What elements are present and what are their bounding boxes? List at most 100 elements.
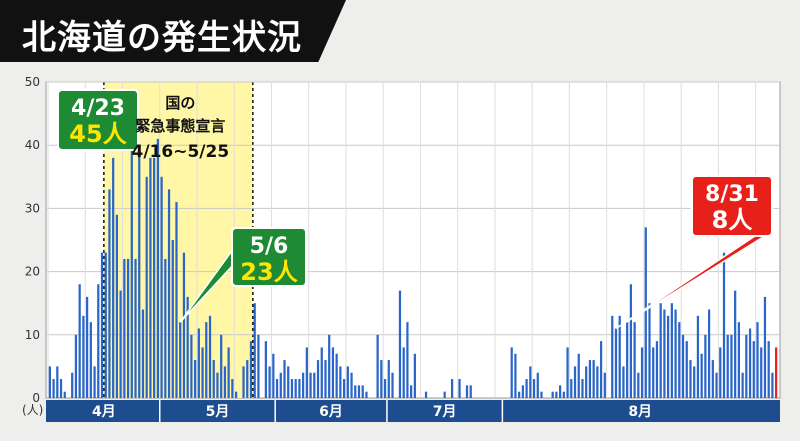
bar bbox=[402, 347, 405, 398]
bar bbox=[689, 360, 692, 398]
bar bbox=[138, 151, 141, 398]
bar bbox=[212, 360, 215, 398]
bar bbox=[298, 379, 301, 398]
bar bbox=[458, 379, 461, 398]
bar bbox=[283, 360, 286, 398]
bar bbox=[562, 391, 565, 398]
bar bbox=[603, 372, 606, 398]
bar bbox=[272, 353, 275, 398]
bar bbox=[164, 258, 167, 398]
bar bbox=[171, 240, 174, 398]
bar bbox=[63, 391, 66, 398]
bar bbox=[748, 328, 752, 398]
bar bbox=[160, 176, 163, 398]
bar bbox=[324, 360, 327, 398]
y-tick-label: 0 bbox=[32, 391, 40, 405]
bar bbox=[726, 334, 729, 398]
bar bbox=[290, 379, 294, 398]
bar bbox=[667, 315, 670, 398]
bar bbox=[640, 347, 644, 398]
bar bbox=[74, 334, 78, 398]
bar bbox=[715, 372, 718, 398]
bar bbox=[670, 303, 673, 398]
callout-box bbox=[231, 227, 307, 287]
bar bbox=[410, 385, 413, 398]
bar bbox=[134, 258, 137, 398]
bar bbox=[614, 328, 618, 398]
bar bbox=[573, 366, 577, 398]
callout-date: 8/31 bbox=[705, 182, 759, 207]
bar bbox=[745, 334, 748, 398]
y-axis-unit: (人) bbox=[22, 403, 43, 417]
bar bbox=[361, 385, 364, 398]
period-range: 4/16~5/25 bbox=[132, 142, 230, 162]
bar bbox=[56, 366, 59, 398]
bar bbox=[115, 214, 119, 398]
month-label: 4月 bbox=[92, 404, 116, 420]
bar bbox=[678, 322, 681, 398]
bar bbox=[93, 366, 96, 398]
page-title: 北海道の発生状況 bbox=[22, 18, 302, 58]
bar bbox=[380, 360, 383, 398]
period-label-line1: 国の bbox=[165, 94, 195, 112]
bar bbox=[331, 347, 335, 398]
bar bbox=[112, 157, 115, 398]
bar bbox=[287, 366, 290, 398]
bar bbox=[387, 360, 390, 398]
bar bbox=[674, 309, 677, 398]
bar bbox=[763, 296, 767, 398]
month-label: 7月 bbox=[433, 404, 457, 420]
bar bbox=[540, 391, 543, 398]
bar bbox=[186, 296, 189, 398]
bar bbox=[722, 252, 726, 398]
bar bbox=[205, 322, 208, 398]
bar bbox=[734, 290, 737, 398]
callout-date: 4/23 bbox=[71, 96, 125, 121]
bar bbox=[599, 341, 603, 398]
bar bbox=[167, 189, 171, 398]
bar bbox=[279, 372, 282, 398]
bar bbox=[629, 284, 632, 398]
month-band bbox=[46, 400, 780, 422]
bar bbox=[592, 360, 595, 398]
bar bbox=[234, 391, 238, 398]
bar bbox=[216, 372, 219, 398]
bar bbox=[179, 322, 182, 398]
bar bbox=[156, 138, 159, 398]
bar bbox=[760, 347, 763, 398]
bar bbox=[275, 379, 279, 398]
bar bbox=[350, 372, 353, 398]
bar bbox=[518, 391, 521, 398]
bar bbox=[59, 379, 63, 398]
bar bbox=[231, 379, 234, 398]
bar bbox=[313, 372, 316, 398]
bar bbox=[659, 303, 662, 398]
bar bbox=[696, 315, 700, 398]
bar bbox=[637, 372, 640, 398]
bar bbox=[633, 322, 636, 398]
bar bbox=[566, 347, 569, 398]
bar bbox=[618, 315, 621, 398]
bar bbox=[655, 341, 659, 398]
bar bbox=[71, 372, 74, 398]
bar bbox=[700, 353, 703, 398]
bar bbox=[242, 366, 245, 398]
bar bbox=[771, 372, 774, 398]
bar bbox=[119, 290, 122, 398]
bar bbox=[767, 341, 770, 398]
bar bbox=[194, 360, 197, 398]
bar bbox=[376, 334, 379, 398]
bar bbox=[443, 391, 446, 398]
bar bbox=[577, 353, 580, 398]
bar bbox=[220, 334, 223, 398]
bar bbox=[227, 347, 230, 398]
bar bbox=[104, 252, 107, 398]
bar bbox=[551, 391, 554, 398]
y-tick-label: 20 bbox=[25, 265, 40, 279]
bar bbox=[335, 353, 338, 398]
bar bbox=[316, 360, 320, 398]
bar bbox=[756, 322, 759, 398]
bar bbox=[730, 334, 733, 398]
bar bbox=[149, 157, 152, 398]
month-label: 6月 bbox=[319, 404, 343, 420]
